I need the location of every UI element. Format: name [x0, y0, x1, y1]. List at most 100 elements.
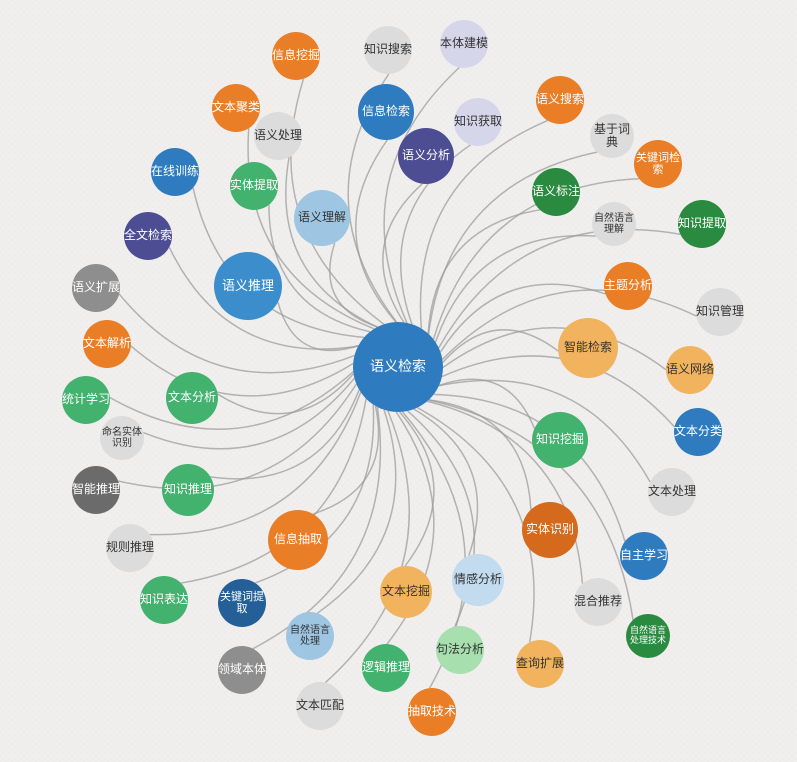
- graph-node[interactable]: 知识表达: [140, 576, 188, 624]
- graph-node[interactable]: 智能推理: [72, 466, 120, 514]
- graph-node[interactable]: 关键词检索: [634, 140, 682, 188]
- graph-node-label: 知识表达: [140, 593, 188, 606]
- graph-node-label: 自主学习: [620, 549, 668, 562]
- graph-node[interactable]: 文本解析: [83, 320, 131, 368]
- graph-node-label: 主题分析: [604, 279, 652, 292]
- graph-node-label: 智能检索: [564, 341, 612, 354]
- graph-node[interactable]: 领域本体: [218, 646, 266, 694]
- graph-node-label: 信息检索: [362, 105, 410, 118]
- edge: [330, 243, 378, 327]
- graph-node[interactable]: 信息检索: [358, 84, 414, 140]
- graph-node-label: 智能推理: [72, 483, 120, 496]
- graph-node-label: 全文检索: [124, 229, 172, 242]
- edge: [325, 411, 409, 683]
- graph-node[interactable]: 文本匹配: [296, 682, 344, 730]
- graph-node[interactable]: 逻辑推理: [362, 644, 410, 692]
- graph-node-label: 在线训练: [151, 165, 199, 178]
- edge: [313, 406, 379, 514]
- graph-node-label: 情感分析: [454, 573, 502, 586]
- graph-node[interactable]: 文本分析: [166, 372, 218, 424]
- graph-node[interactable]: 语义网络: [666, 346, 714, 394]
- graph-node[interactable]: 查询扩展: [516, 640, 564, 688]
- center-node[interactable]: 语义检索: [353, 322, 443, 412]
- graph-node-label: 抽取技术: [408, 705, 456, 718]
- edge: [428, 210, 540, 334]
- edge: [218, 374, 354, 414]
- graph-node[interactable]: 知识推理: [162, 464, 214, 516]
- edge: [439, 379, 534, 428]
- graph-node[interactable]: 自然语言理解: [592, 202, 636, 246]
- graph-node[interactable]: 命名实体识别: [100, 416, 144, 460]
- graph-node[interactable]: 语义搜索: [536, 76, 584, 124]
- graph-node[interactable]: 混合推荐: [574, 578, 622, 626]
- graph-node[interactable]: 语义处理: [254, 112, 302, 160]
- graph-node-label: 语义标注: [532, 185, 580, 198]
- graph-node-label: 文本聚类: [212, 101, 260, 114]
- graph-node-label: 信息挖掘: [272, 49, 320, 62]
- graph-node[interactable]: 知识搜索: [364, 26, 412, 74]
- edge: [278, 302, 358, 350]
- graph-node-label: 信息抽取: [274, 533, 322, 546]
- graph-node[interactable]: 句法分析: [436, 626, 484, 674]
- graph-node[interactable]: 本体建模: [440, 20, 488, 68]
- graph-node-label: 语义推理: [222, 279, 274, 293]
- graph-node[interactable]: 文本分类: [674, 408, 722, 456]
- graph-node-label: 混合推荐: [574, 595, 622, 608]
- graph-node-label: 语义搜索: [536, 93, 584, 106]
- graph-node-label: 查询扩展: [516, 657, 564, 670]
- graph-node[interactable]: 语义扩展: [72, 264, 120, 312]
- graph-node[interactable]: 规则推理: [106, 524, 154, 572]
- graph-node-label: 命名实体识别: [100, 427, 144, 449]
- graph-node[interactable]: 知识挖掘: [532, 412, 588, 468]
- edge: [210, 390, 359, 479]
- graph-node-label: 知识挖掘: [536, 433, 584, 446]
- graph-node[interactable]: 在线训练: [151, 148, 199, 196]
- graph-node[interactable]: 语义标注: [532, 168, 580, 216]
- graph-node[interactable]: 语义分析: [398, 128, 454, 184]
- graph-node[interactable]: 全文检索: [124, 212, 172, 260]
- graph-node-label: 语义处理: [254, 129, 302, 142]
- graph-node-label: 关键词提取: [218, 591, 266, 615]
- graph-node-label: 领域本体: [218, 663, 266, 676]
- edge: [131, 346, 353, 396]
- graph-node[interactable]: 情感分析: [452, 554, 504, 606]
- graph-node-label: 知识搜索: [364, 43, 412, 56]
- edge: [443, 330, 558, 363]
- graph-node[interactable]: 语义理解: [294, 190, 350, 246]
- graph-node-label: 本体建模: [440, 37, 488, 50]
- graph-node[interactable]: 文本挖掘: [380, 566, 432, 618]
- graph-node[interactable]: 文本处理: [648, 468, 696, 516]
- graph-node-label: 逻辑推理: [362, 661, 410, 674]
- graph-node[interactable]: 语义推理: [214, 252, 282, 320]
- edge: [417, 408, 534, 643]
- graph-node[interactable]: 实体提取: [230, 162, 278, 210]
- graph-node[interactable]: 知识管理: [696, 288, 744, 336]
- graph-node[interactable]: 基于词典: [590, 114, 634, 158]
- graph-node[interactable]: 智能检索: [558, 318, 618, 378]
- edge: [443, 328, 666, 370]
- graph-node[interactable]: 实体识别: [522, 502, 578, 558]
- graph-node[interactable]: 自然语言处理技术: [626, 614, 670, 658]
- graph-node[interactable]: 信息抽取: [268, 510, 328, 570]
- graph-node[interactable]: 信息挖掘: [272, 32, 320, 80]
- graph-node[interactable]: 关键词提取: [218, 579, 266, 627]
- graph-node[interactable]: 自然语言处理: [286, 612, 334, 660]
- graph-node-label: 自然语言处理: [286, 625, 334, 647]
- edge: [383, 184, 422, 323]
- graph-node[interactable]: 文本聚类: [212, 84, 260, 132]
- graph-node[interactable]: 知识获取: [454, 98, 502, 146]
- graph-node-label: 文本分析: [168, 391, 216, 404]
- graph-node-label: 知识提取: [678, 217, 726, 230]
- graph-node-label: 文本分类: [674, 425, 722, 438]
- graph-node[interactable]: 自主学习: [620, 532, 668, 580]
- graph-node[interactable]: 抽取技术: [408, 688, 456, 736]
- graph-node[interactable]: 统计学习: [62, 376, 110, 424]
- graph-node-label: 规则推理: [106, 541, 154, 554]
- graph-node-label: 知识管理: [696, 305, 744, 318]
- graph-node-label: 实体提取: [230, 179, 278, 192]
- graph-node-label: 知识获取: [454, 115, 502, 128]
- graph-node[interactable]: 知识提取: [678, 200, 726, 248]
- graph-node[interactable]: 主题分析: [604, 262, 652, 310]
- graph-node-label: 自然语言处理技术: [626, 626, 670, 646]
- edge: [118, 384, 356, 489]
